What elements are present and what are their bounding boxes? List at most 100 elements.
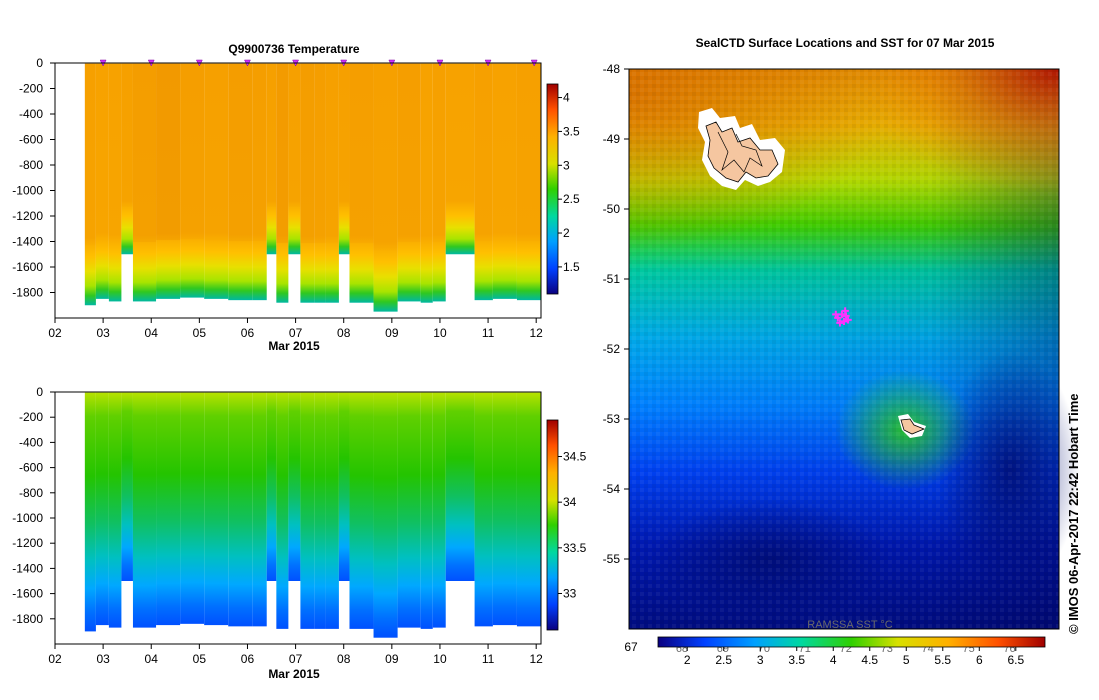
salinity-profile-column <box>180 392 205 624</box>
temperature-profile-column <box>325 63 339 303</box>
x-tick-label: 09 <box>385 326 399 340</box>
temperature-profile-column <box>338 63 350 255</box>
temperature-profile-column <box>276 63 289 303</box>
temperature-profile-column <box>288 63 301 255</box>
sst-colorbar-tick-label: 2 <box>684 653 691 667</box>
temperature-profile-shade <box>325 63 339 243</box>
temperature-profile-column <box>397 63 421 302</box>
seal-location-marker: ✚ <box>841 307 849 318</box>
colorbar-tick-label: 2 <box>563 226 570 240</box>
temperature-colorbar <box>546 83 559 295</box>
salinity-profile-column <box>373 392 398 638</box>
salinity-profile-column <box>204 392 229 626</box>
y-tick-label: -1000 <box>12 184 43 198</box>
x-tick-label: 10 <box>433 652 447 666</box>
temperature-section-panel: Q9900736 Temperature 0 -200 -400 -600 -800 -1… <box>12 42 580 353</box>
x-tick-label: 06 <box>241 652 255 666</box>
seal-location-marker: ✚ <box>840 317 848 328</box>
temperature-y-ticks: 0 -200 -400 -600 -800 -1000 -1200 -1400 -1600 -18… <box>12 56 55 300</box>
temperature-profile-shade <box>516 63 541 242</box>
temperature-profile-column <box>132 63 157 302</box>
temperature-profile-column <box>516 63 541 301</box>
lat-tick-label: -49 <box>603 132 621 146</box>
colorbar-tick-label: 33.5 <box>563 541 587 555</box>
x-tick-label: 09 <box>385 652 399 666</box>
temperature-profile-shade <box>288 63 301 207</box>
x-tick-label: 12 <box>530 326 544 340</box>
salinity-profile-column <box>397 392 421 628</box>
sst-colorbar-label: RAMSSA SST °C <box>807 619 893 631</box>
temperature-profile-column <box>445 63 475 255</box>
x-tick-label: 11 <box>482 326 495 340</box>
y-tick-label: -1800 <box>12 612 43 626</box>
temperature-profile-shade <box>338 63 350 207</box>
temperature-profile-column <box>84 63 96 306</box>
temperature-profile-shade <box>156 63 181 241</box>
lon-tick-label: 67 <box>624 640 638 654</box>
salinity-y-ticks: 0 -200 -400 -600 -800 -1000 -1200 -1400 -1600 -18… <box>12 385 55 626</box>
salinity-profile-column <box>349 392 374 629</box>
sst-colorbar-ticks: 2 2.5 3 3.5 4 4.5 5 5.5 6 6.5 <box>684 647 1024 667</box>
salinity-profile-column <box>132 392 157 628</box>
temperature-profile-column <box>420 63 433 303</box>
salinity-profile-column <box>276 392 289 629</box>
x-tick-label: 02 <box>48 652 62 666</box>
temperature-profile-column <box>156 63 181 299</box>
temperature-profile-column <box>252 63 267 301</box>
temperature-profile-shade <box>432 63 446 242</box>
salinity-profile-column <box>492 392 517 626</box>
x-tick-label: 08 <box>337 652 351 666</box>
salinity-profile-column <box>445 392 475 581</box>
y-tick-label: -1400 <box>12 235 43 249</box>
seal-location-marker: ✚ <box>844 316 852 327</box>
colorbar-tick-label: 3.5 <box>563 124 580 138</box>
temperature-profile-column <box>266 63 277 255</box>
colorbar-tick-label: 34 <box>563 495 577 509</box>
y-tick-label: -200 <box>19 82 43 96</box>
x-tick-label: 05 <box>193 652 207 666</box>
salinity-profile-column <box>314 392 326 629</box>
y-tick-label: -400 <box>19 435 43 449</box>
salinity-profile-column <box>300 392 315 629</box>
x-tick-label: 04 <box>145 652 159 666</box>
y-tick-label: -800 <box>19 486 43 500</box>
salinity-profile-column <box>95 392 109 626</box>
y-tick-label: -800 <box>19 158 43 172</box>
sst-colorbar-tick-label: 3.5 <box>788 653 805 667</box>
temperature-profile-shade <box>132 63 157 242</box>
colorbar-tick-label: 33 <box>563 586 577 600</box>
temperature-profile-columns <box>84 63 541 312</box>
salinity-profile-column <box>266 392 277 581</box>
temperature-profile-column <box>300 63 315 303</box>
salinity-colorbar-ticks: 33 33.5 34 34.5 <box>558 450 587 600</box>
y-tick-label: -1200 <box>12 536 43 550</box>
salinity-colorbar <box>546 419 559 631</box>
temperature-profile-shade <box>349 63 374 243</box>
temperature-profile-column <box>314 63 326 303</box>
colorbar-tick-label: 4 <box>563 91 570 105</box>
sst-field <box>629 69 1080 629</box>
temperature-profile-column <box>204 63 229 299</box>
x-tick-label: 12 <box>530 652 544 666</box>
salinity-profile-column <box>432 392 446 628</box>
land-island-north <box>698 108 785 190</box>
x-tick-label: 03 <box>96 326 110 340</box>
x-tick-label: 06 <box>241 326 255 340</box>
colorbar-tick-label: 34.5 <box>563 450 587 464</box>
temperature-chart-title: Q9900736 Temperature <box>228 42 360 56</box>
temperature-profile-column <box>180 63 205 298</box>
seal-location-marker: ✚ <box>832 310 840 321</box>
temperature-profile-column <box>474 63 493 301</box>
sst-colorbar <box>657 636 1046 648</box>
x-tick-label: 11 <box>482 652 495 666</box>
imos-credit: © IMOS 06-Apr-2017 22:42 Hobart Time <box>1066 393 1081 634</box>
y-tick-label: 0 <box>36 56 43 70</box>
salinity-profile-column <box>338 392 350 581</box>
salinity-profile-column <box>84 392 96 632</box>
sst-colorbar-tick-label: 5.5 <box>934 653 951 667</box>
sst-colorbar-tick-label: 4.5 <box>861 653 878 667</box>
lat-tick-label: -52 <box>603 342 621 356</box>
sst-colorbar-tick-label: 2.5 <box>715 653 732 667</box>
temperature-profile-column <box>373 63 398 312</box>
salinity-profile-column <box>252 392 267 627</box>
